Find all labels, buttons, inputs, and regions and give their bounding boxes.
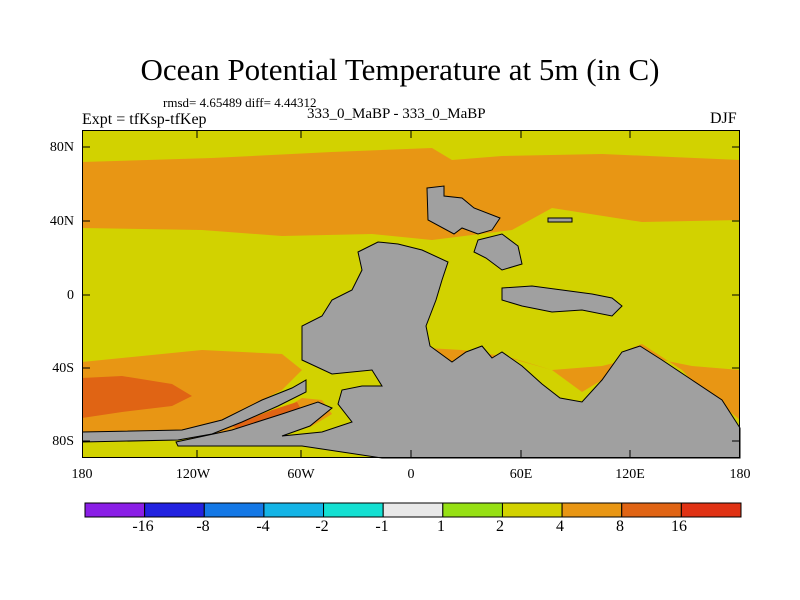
colorbar-label: -2 [315, 518, 329, 535]
x-tick-label: 180 [71, 467, 93, 482]
season-label: DJF [710, 110, 737, 127]
y-tick-label: 0 [67, 288, 74, 303]
x-tick-label: 60W [287, 467, 315, 482]
colorbar-swatch [561, 502, 623, 518]
continent-east [501, 285, 623, 317]
colorbar-swatch [680, 502, 742, 518]
colorbar-swatch [382, 502, 444, 518]
contour-band-south-8-16 [82, 376, 192, 418]
colorbar-label: 1 [437, 518, 445, 535]
page-title: Ocean Potential Temperature at 5m (in C) [140, 52, 660, 87]
y-ticks [82, 146, 740, 442]
x-tick-label: 180 [729, 467, 751, 482]
x-ticks [196, 130, 631, 458]
y-tick-label: 80S [52, 434, 74, 449]
continent-north [426, 185, 501, 235]
colorbar-swatch [442, 502, 503, 518]
colorbar-label: -4 [256, 518, 270, 535]
contour-band-south-4-8-b [422, 344, 740, 420]
x-tick-label: 120W [175, 467, 211, 482]
colorbar-swatch [501, 502, 563, 518]
x-tick-label: 60E [509, 467, 533, 482]
landmass-west-arm [82, 379, 307, 443]
expt-line: Expt = tfKsp-tfKep [82, 111, 207, 128]
colorbar-swatch [263, 502, 325, 518]
temperature-map [82, 130, 741, 459]
colorbar-label: 4 [556, 518, 564, 535]
colorbar-swatch [84, 502, 146, 518]
colorbar-swatch [323, 502, 384, 518]
colorbar-swatch [621, 502, 682, 518]
colorbar-swatch [144, 502, 205, 518]
island-north [547, 217, 573, 223]
contour-band-north-4-8 [82, 148, 740, 240]
x-tick-label: 0 [407, 467, 415, 482]
colorbar-label: -8 [196, 518, 210, 535]
y-tick-label: 80N [49, 140, 74, 155]
contour-band-south-4-8 [82, 350, 302, 432]
colorbar-label: -1 [375, 518, 389, 535]
x-tick-label: 120E [615, 467, 645, 482]
colorbar [84, 502, 742, 518]
case-line: 333_0_MaBP - 333_0_MaBP [307, 106, 486, 122]
colorbar-swatch [203, 502, 265, 518]
colorbar-label: 16 [671, 518, 687, 535]
colorbar-label: -16 [132, 518, 154, 535]
y-tick-label: 40N [49, 214, 74, 229]
continent-central-east [473, 233, 523, 271]
y-tick-label: 40S [52, 361, 74, 376]
colorbar-label: 2 [496, 518, 504, 535]
colorbar-label: 8 [616, 518, 624, 535]
stats-line: rmsd= 4.65489 diff= 4.44312 [163, 95, 317, 110]
